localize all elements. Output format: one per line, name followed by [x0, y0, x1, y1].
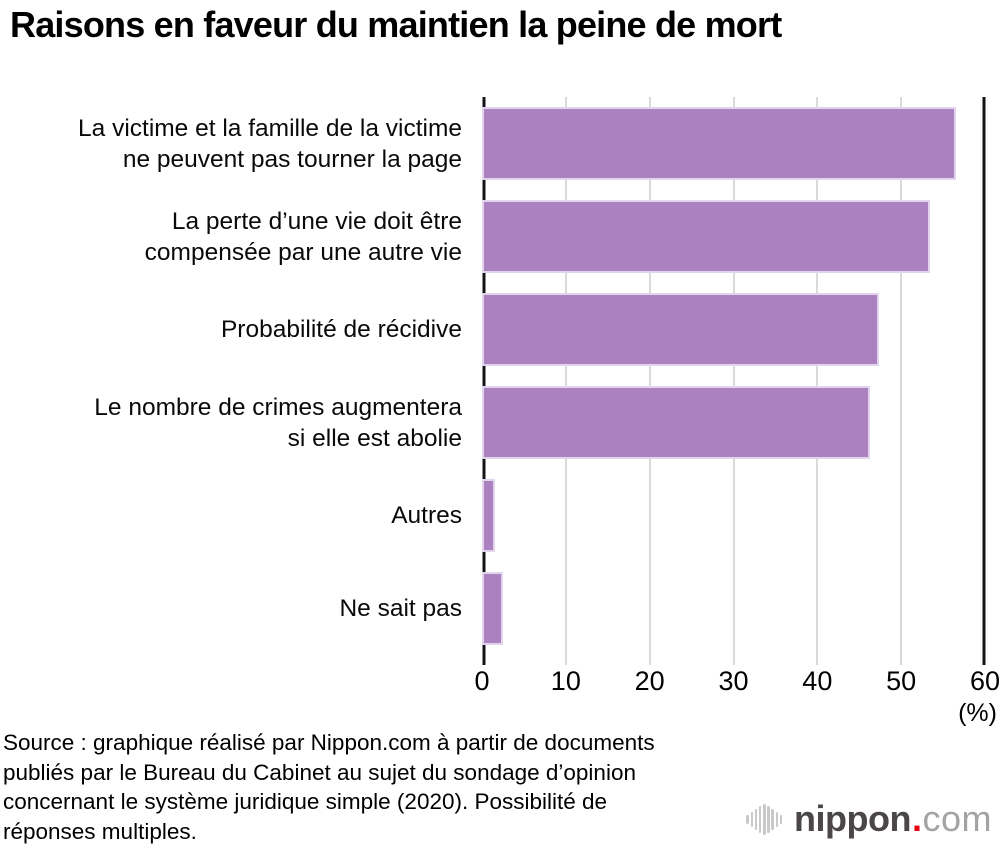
- x-axis-unit-label: (%): [958, 699, 997, 727]
- logo-tld: com: [922, 798, 992, 839]
- gridline-50: [900, 97, 903, 665]
- category-label: La victime et la famille de la victime n…: [78, 114, 462, 173]
- bar: [482, 572, 503, 645]
- logo-brand: nippon: [794, 798, 911, 839]
- bar-row: [482, 283, 985, 376]
- x-tick-label: 20: [634, 666, 665, 696]
- right-axis-line: [982, 97, 985, 665]
- bar: [482, 200, 930, 273]
- gridline-10: [564, 97, 567, 665]
- bar: [482, 107, 957, 180]
- category-label-row: Le nombre de crimes augmentera si elle e…: [0, 376, 472, 469]
- logo-wordmark: nippon . com: [794, 798, 992, 840]
- category-label: Autres: [391, 502, 462, 529]
- chart-title: Raisons en faveur du maintien la peine d…: [10, 4, 782, 45]
- gridline-40: [816, 97, 819, 665]
- bar: [482, 386, 871, 459]
- x-tick-label: 40: [802, 666, 833, 696]
- category-label-row: La perte d’une vie doit être compensée p…: [0, 190, 472, 283]
- gridline-20: [648, 97, 651, 665]
- plot-area: [482, 97, 985, 665]
- category-label: Le nombre de crimes augmentera si elle e…: [94, 393, 462, 452]
- bar-row: [482, 97, 985, 190]
- x-tick-label: 60: [969, 666, 1000, 696]
- x-tick-label: 0: [474, 666, 490, 696]
- soundwave-bars-icon: [746, 803, 784, 835]
- category-label: La perte d’une vie doit être compensée p…: [144, 207, 462, 266]
- category-label: Probabilité de récidive: [220, 316, 462, 343]
- logo-dot: .: [911, 798, 922, 839]
- bar-row: [482, 376, 985, 469]
- category-label: Ne sait pas: [339, 595, 462, 622]
- x-tick-label: 30: [718, 666, 749, 696]
- category-label-row: Ne sait pas: [0, 562, 472, 655]
- category-label-row: La victime et la famille de la victime n…: [0, 97, 472, 190]
- x-tick-label: 50: [886, 666, 917, 696]
- bar-row: [482, 469, 985, 562]
- bar-row: [482, 562, 985, 655]
- bar-row: [482, 190, 985, 283]
- bar: [482, 293, 880, 366]
- bar: [482, 479, 496, 552]
- source-note: Source : graphique réalisé par Nippon.co…: [3, 730, 655, 844]
- gridline-30: [732, 97, 735, 665]
- x-tick-label: 10: [550, 666, 581, 696]
- category-labels: La victime et la famille de la victime n…: [0, 97, 472, 655]
- category-label-row: Probabilité de récidive: [0, 283, 472, 376]
- nippon-logo: nippon . com: [746, 798, 992, 840]
- x-axis-ticks: 0 10 20 30 40 50 60: [474, 666, 1000, 700]
- category-label-row: Autres: [0, 469, 472, 562]
- y-axis-line: [482, 97, 485, 665]
